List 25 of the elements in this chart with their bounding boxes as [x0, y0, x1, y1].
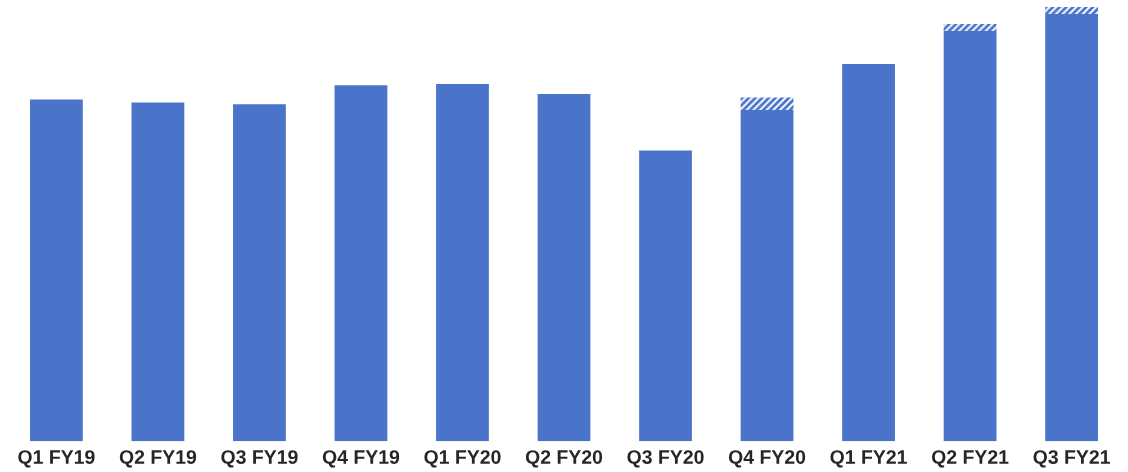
- x-tick-label: Q4 FY20: [728, 450, 806, 468]
- bar: [1045, 14, 1098, 442]
- x-tick-label: Q3 FY21: [1033, 450, 1110, 468]
- x-tick-label: Q2 FY21: [931, 450, 1009, 468]
- bar: [740, 97, 794, 110]
- bar: [639, 150, 692, 442]
- x-tick-label: Q1 FY20: [424, 450, 501, 468]
- bar: [436, 83, 489, 442]
- bar: [842, 63, 895, 442]
- x-tick-label: Q1 FY21: [830, 450, 907, 468]
- bar: [233, 104, 286, 442]
- x-tick-label: Q3 FY19: [221, 450, 298, 468]
- bar: [1045, 7, 1098, 15]
- x-tick-label: Q3 FY20: [627, 450, 704, 468]
- bar: [334, 85, 388, 442]
- x-tick-label: Q4 FY19: [322, 450, 400, 468]
- bar: [131, 102, 185, 442]
- x-tick-label: Q2 FY19: [119, 450, 197, 468]
- x-tick-label: Q2 FY20: [525, 450, 603, 468]
- bar: [537, 93, 591, 442]
- bar: [740, 109, 794, 442]
- x-tick-label: Q1 FY19: [18, 450, 95, 468]
- bar: [943, 24, 997, 31]
- bar: [30, 99, 83, 442]
- bar: [943, 30, 997, 442]
